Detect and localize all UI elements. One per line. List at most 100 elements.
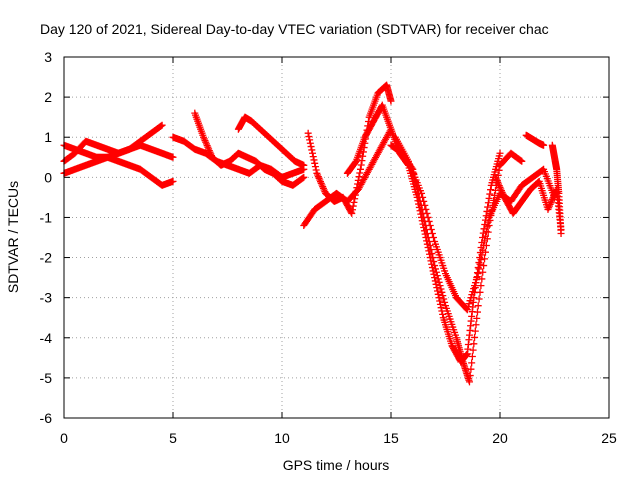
data-point bbox=[317, 179, 325, 187]
data-point bbox=[157, 122, 165, 130]
data-point bbox=[463, 306, 471, 314]
data-point bbox=[207, 150, 215, 158]
series-track-h bbox=[304, 81, 395, 217]
data-point bbox=[436, 282, 444, 290]
y-tick-label: -6 bbox=[40, 410, 53, 426]
data-point bbox=[351, 191, 359, 199]
data-point bbox=[424, 213, 432, 221]
data-point bbox=[464, 303, 472, 311]
data-point bbox=[466, 297, 474, 305]
y-tick-label: -4 bbox=[40, 330, 53, 346]
data-point bbox=[420, 197, 428, 205]
data-point bbox=[439, 292, 447, 300]
data-point bbox=[306, 139, 314, 147]
data-point bbox=[353, 184, 361, 192]
data-point bbox=[428, 229, 436, 237]
data-point bbox=[422, 205, 430, 213]
data-point bbox=[434, 290, 442, 298]
x-axis-label: GPS time / hours bbox=[283, 457, 390, 473]
data-point bbox=[492, 175, 500, 183]
data-point bbox=[202, 138, 210, 146]
series-track-i bbox=[343, 101, 504, 366]
y-tick-label: 1 bbox=[44, 129, 52, 145]
data-point bbox=[313, 169, 321, 177]
data-point bbox=[484, 218, 492, 226]
axis-ticks: 0 5 10 15 20 25 -6 -5 -4 -3 -2 -1 0 1 2 3 bbox=[40, 49, 617, 446]
x-tick-label: 25 bbox=[601, 430, 617, 446]
data-point bbox=[431, 262, 439, 270]
data-point bbox=[307, 143, 315, 151]
data-point bbox=[206, 148, 214, 156]
series-track-m bbox=[522, 131, 548, 149]
data-point bbox=[495, 180, 503, 188]
data-point bbox=[497, 185, 505, 193]
data-point bbox=[465, 300, 473, 308]
data-point bbox=[319, 183, 327, 191]
y-tick-label: 0 bbox=[44, 169, 52, 185]
data-point bbox=[418, 189, 426, 197]
data-point bbox=[477, 256, 485, 264]
series-track-f bbox=[234, 113, 308, 169]
y-tick-label: -2 bbox=[40, 250, 53, 266]
series-track-c bbox=[60, 141, 177, 177]
data-point bbox=[495, 166, 503, 174]
data-point bbox=[430, 258, 438, 266]
data-point bbox=[517, 157, 525, 165]
data-point bbox=[472, 276, 480, 284]
data-point bbox=[318, 181, 326, 189]
data-point bbox=[357, 161, 365, 169]
data-point bbox=[314, 173, 322, 181]
data-point bbox=[467, 365, 475, 373]
data-point bbox=[354, 176, 362, 184]
data-point bbox=[481, 237, 489, 245]
data-point bbox=[471, 279, 479, 287]
series-track-n bbox=[548, 141, 565, 237]
data-point bbox=[435, 278, 443, 286]
data-point bbox=[158, 121, 166, 129]
data-point bbox=[427, 246, 435, 254]
data-point bbox=[472, 321, 480, 329]
data-point bbox=[491, 186, 499, 194]
data-point bbox=[479, 268, 487, 276]
data-point bbox=[473, 314, 481, 322]
data-point bbox=[310, 156, 318, 164]
data-point bbox=[468, 359, 476, 367]
data-point bbox=[423, 209, 431, 217]
data-point bbox=[421, 201, 429, 209]
data-point bbox=[546, 200, 554, 208]
data-point bbox=[426, 221, 434, 229]
data-point bbox=[432, 265, 440, 273]
data-point bbox=[473, 308, 481, 316]
data-point bbox=[548, 197, 556, 205]
series-track-l bbox=[492, 173, 565, 233]
data-point bbox=[471, 333, 479, 341]
data-point bbox=[348, 206, 356, 214]
x-tick-label: 5 bbox=[169, 430, 177, 446]
data-point bbox=[475, 265, 483, 273]
data-point bbox=[356, 165, 364, 173]
data-point bbox=[419, 193, 427, 201]
data-point bbox=[299, 174, 307, 182]
data-point bbox=[474, 270, 482, 278]
x-tick-label: 20 bbox=[492, 430, 508, 446]
data-point bbox=[205, 145, 213, 153]
data-point bbox=[473, 273, 481, 281]
data-point bbox=[499, 190, 507, 198]
data-point bbox=[495, 182, 503, 190]
data-point bbox=[484, 203, 492, 211]
data-point bbox=[486, 190, 494, 198]
data-point bbox=[540, 141, 548, 149]
data-point bbox=[201, 137, 209, 145]
data-point bbox=[436, 297, 444, 305]
data-point bbox=[467, 294, 475, 302]
data-point bbox=[465, 378, 473, 386]
y-tick-label: 3 bbox=[44, 49, 52, 65]
data-point bbox=[354, 180, 362, 188]
data-point bbox=[470, 285, 478, 293]
data-point bbox=[427, 225, 435, 233]
data-point bbox=[475, 295, 483, 303]
data-point bbox=[306, 136, 314, 144]
data-point bbox=[535, 178, 543, 186]
data-point bbox=[557, 229, 565, 237]
data-point bbox=[428, 250, 436, 258]
